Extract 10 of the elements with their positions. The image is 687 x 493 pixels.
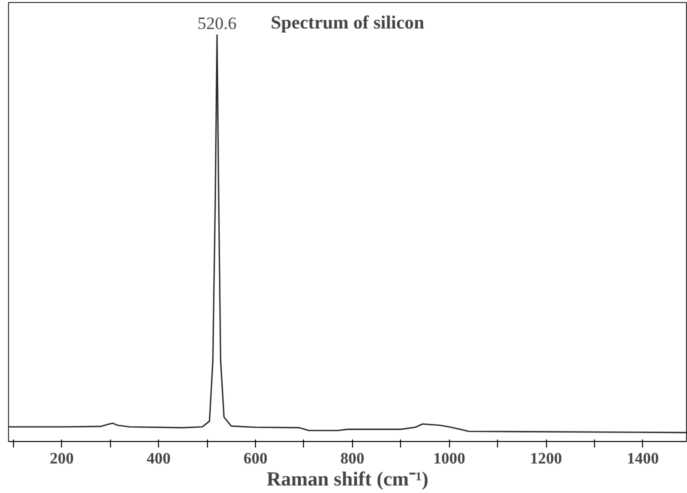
x-tick-label: 600 <box>243 450 268 468</box>
x-tick-label: 1200 <box>530 450 562 468</box>
x-tick-label: 800 <box>340 450 364 468</box>
x-tick-label: 400 <box>146 450 171 468</box>
annotation: 520.6 <box>198 14 237 34</box>
x-tick-label: 200 <box>50 450 74 468</box>
x-axis-title: Raman shift (cm⁻¹) <box>266 468 428 490</box>
x-tick-label: 1400 <box>626 450 659 468</box>
x-tick-label: 1000 <box>433 450 466 468</box>
chart-title: Spectrum of silicon <box>270 12 425 34</box>
